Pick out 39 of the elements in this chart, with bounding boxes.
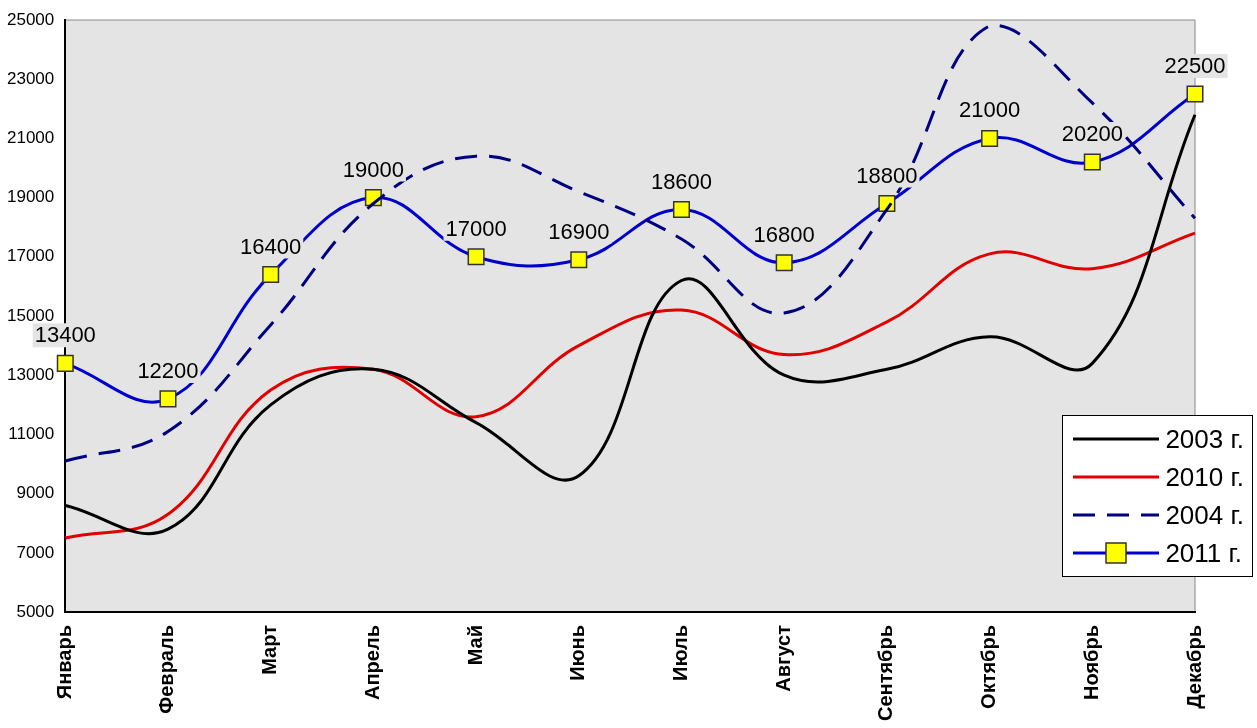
legend-label: 2010 г. [1165,461,1244,494]
data-label: 13400 [34,322,96,348]
data-label: 20200 [1061,121,1123,147]
x-tick-label: Октябрь [977,625,1000,709]
y-tick-label: 25000 [6,9,55,29]
data-label: 12200 [137,357,199,383]
y-tick-label: 11000 [8,424,55,444]
y-tick-label: 9000 [16,483,55,503]
y-tick-label: 5000 [16,601,55,621]
y-tick-label: 13000 [6,364,55,384]
x-tick-label: Март [258,624,281,675]
y-tick-label: 23000 [6,68,55,88]
x-tick-label: Январь [52,625,75,700]
x-tick-label: Сентябрь [874,625,897,722]
x-tick-label: Апрель [360,625,383,700]
x-tick-label: Август [771,624,794,692]
data-label: 18600 [650,168,713,194]
x-tick-label: Июнь [566,625,589,681]
data-label: 16900 [548,218,610,244]
x-tick-label: Февраль [155,625,178,714]
y-tick-label: 7000 [16,542,55,562]
legend-label: 2004 г. [1165,499,1244,532]
data-label: 16800 [753,221,815,247]
data-label: 17000 [445,215,507,241]
y-tick-label: 21000 [6,128,55,148]
y-tick-label: 15000 [6,305,55,325]
data-label: 16400 [240,233,302,259]
x-tick-label: Июль [669,625,691,681]
data-label: 21000 [959,97,1021,123]
x-tick-label: Ноябрь [1079,625,1102,700]
legend-label: 2003 г. [1165,423,1244,456]
data-label: 22500 [1164,53,1226,79]
data-label: 18800 [856,162,918,188]
legend-label: 2011 г. [1165,537,1243,570]
y-tick-label: 19000 [6,187,55,207]
x-tick-label: Май [463,625,486,666]
y-tick-label: 17000 [6,246,55,266]
data-label: 19000 [342,156,404,182]
x-tick-label: Декабрь [1182,625,1205,709]
